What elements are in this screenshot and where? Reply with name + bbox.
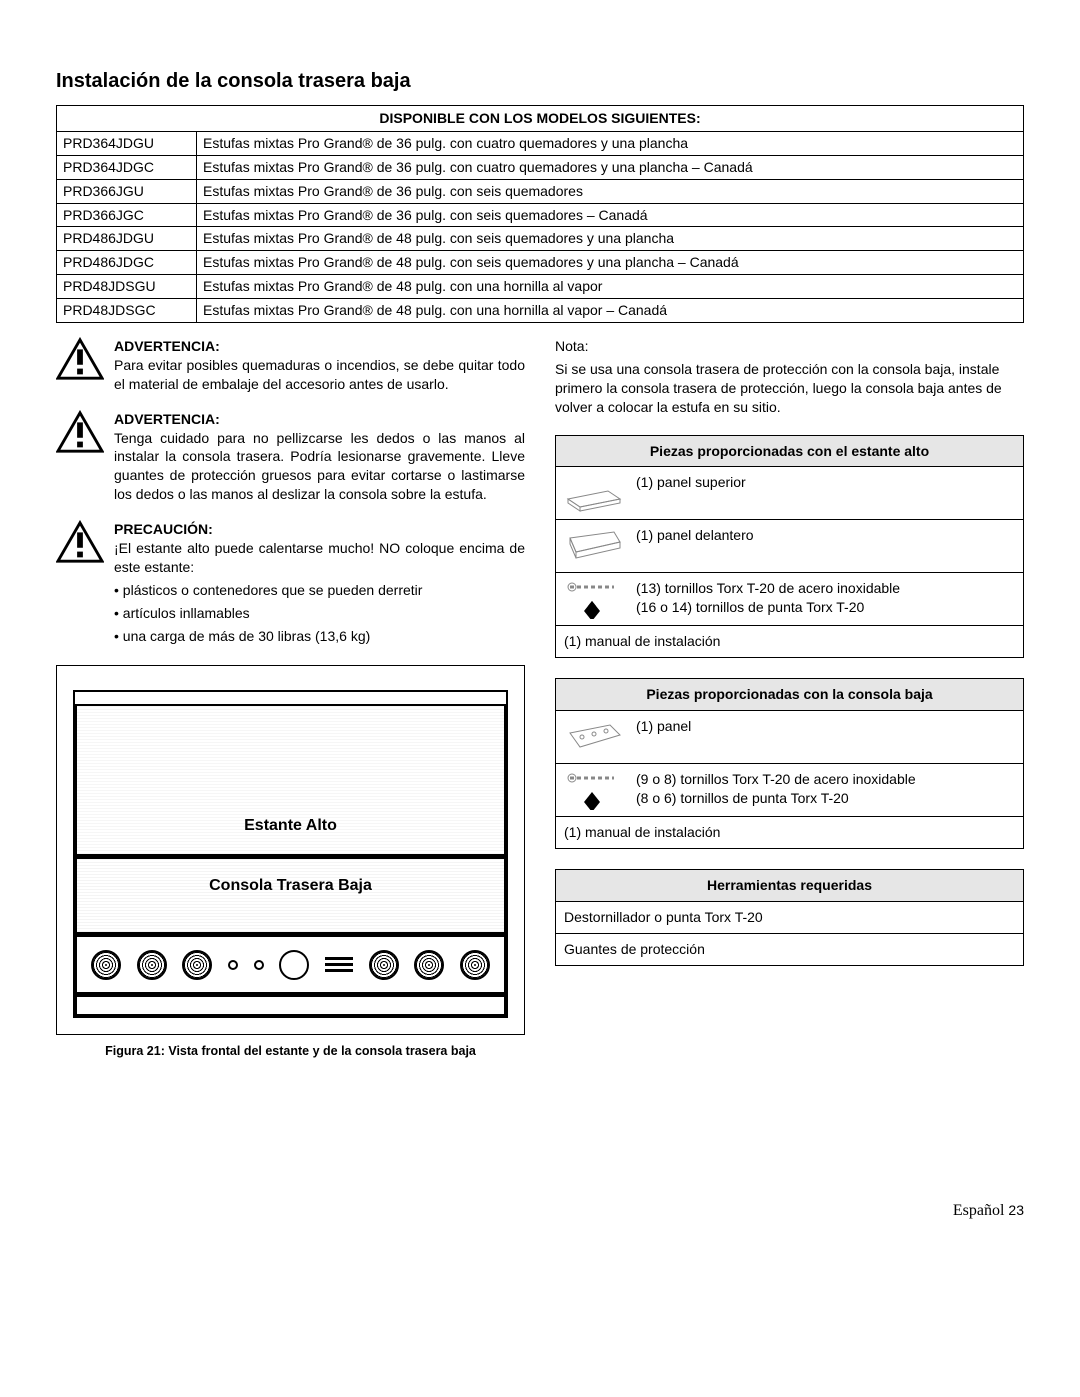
model-desc: Estufas mixtas Pro Grand® de 36 pulg. co… <box>197 203 1024 227</box>
warning-icon <box>56 337 104 381</box>
panel-icon <box>564 717 624 757</box>
model-desc: Estufas mixtas Pro Grand® de 48 pulg. co… <box>197 251 1024 275</box>
nota-text: Si se usa una consola trasera de protecc… <box>555 360 1024 417</box>
model-desc: Estufas mixtas Pro Grand® de 36 pulg. co… <box>197 131 1024 155</box>
screws-icon <box>564 579 624 619</box>
footer-page: 23 <box>1008 1202 1024 1218</box>
caution-bullet: una carga de más de 30 libras (13,6 kg) <box>114 627 525 646</box>
screws-icon <box>564 770 624 810</box>
warning-1-head: ADVERTENCIA: <box>114 337 525 356</box>
parts-low-table: Piezas proporcionadas con la consola baj… <box>555 678 1024 849</box>
caution-bullets: plásticos o contenedores que se pueden d… <box>114 581 525 646</box>
nota-label: Nota: <box>555 337 1024 356</box>
tools-header: Herramientas requeridas <box>556 870 1024 902</box>
page-footer: Español 23 <box>56 1200 1024 1222</box>
model-desc: Estufas mixtas Pro Grand® de 36 pulg. co… <box>197 179 1024 203</box>
models-table: DISPONIBLE CON LOS MODELOS SIGUIENTES: P… <box>56 105 1024 323</box>
part-text: (1) manual de instalación <box>564 632 1015 651</box>
model-code: PRD364JDGC <box>57 155 197 179</box>
tool-item: Guantes de protección <box>556 933 1024 965</box>
figure-box: Estante Alto Consola Trasera Baja <box>56 665 525 1035</box>
part-text: (9 o 8) tornillos Torx T-20 de acero ino… <box>636 770 1015 808</box>
model-code: PRD364JDGU <box>57 131 197 155</box>
part-text: (1) panel delantero <box>636 526 1015 545</box>
figure-label-low: Consola Trasera Baja <box>77 875 504 897</box>
part-text: (1) manual de instalación <box>564 823 1015 842</box>
model-code: PRD366JGC <box>57 203 197 227</box>
parts-high-header: Piezas proporcionadas con el estante alt… <box>556 435 1024 467</box>
model-code: PRD366JGU <box>57 179 197 203</box>
right-column: Nota: Si se usa una consola trasera de p… <box>555 337 1024 986</box>
part-text: (1) panel superior <box>636 473 1015 492</box>
warning-2: ADVERTENCIA: Tenga cuidado para no pelli… <box>56 410 525 504</box>
caution-bullet: artículos inllamables <box>114 604 525 623</box>
model-desc: Estufas mixtas Pro Grand® de 48 pulg. co… <box>197 299 1024 323</box>
part-text: (13) tornillos Torx T-20 de acero inoxid… <box>636 579 1015 617</box>
model-desc: Estufas mixtas Pro Grand® de 48 pulg. co… <box>197 275 1024 299</box>
caution-head: PRECAUCIÓN: <box>114 520 525 539</box>
models-header: DISPONIBLE CON LOS MODELOS SIGUIENTES: <box>57 106 1024 132</box>
panel-top-icon <box>564 473 624 513</box>
model-code: PRD486JDGU <box>57 227 197 251</box>
part-text: (1) panel <box>636 717 1015 736</box>
caution-body: ¡El estante alto puede calentarse mucho!… <box>114 539 525 577</box>
warning-2-body: Tenga cuidado para no pellizcarse les de… <box>114 429 525 505</box>
figure-label-high: Estante Alto <box>77 815 504 837</box>
warning-icon <box>56 410 104 454</box>
warning-1: ADVERTENCIA: Para evitar posibles quemad… <box>56 337 525 394</box>
knob-row <box>75 934 506 994</box>
panel-front-icon <box>564 526 624 566</box>
caution-bullet: plásticos o contenedores que se pueden d… <box>114 581 525 600</box>
parts-high-table: Piezas proporcionadas con el estante alt… <box>555 435 1024 659</box>
warning-2-head: ADVERTENCIA: <box>114 410 525 429</box>
left-column: ADVERTENCIA: Para evitar posibles quemad… <box>56 337 525 1060</box>
warning-icon <box>56 520 104 564</box>
model-code: PRD48JDSGU <box>57 275 197 299</box>
footer-lang: Español <box>953 1202 1005 1219</box>
model-code: PRD48JDSGC <box>57 299 197 323</box>
model-desc: Estufas mixtas Pro Grand® de 48 pulg. co… <box>197 227 1024 251</box>
model-code: PRD486JDGC <box>57 251 197 275</box>
caution: PRECAUCIÓN: ¡El estante alto puede calen… <box>56 520 525 649</box>
tools-table: Herramientas requeridas Destornillador o… <box>555 869 1024 966</box>
warning-1-body: Para evitar posibles quemaduras o incend… <box>114 356 525 394</box>
figure-caption: Figura 21: Vista frontal del estante y d… <box>56 1043 525 1059</box>
parts-low-header: Piezas proporcionadas con la consola baj… <box>556 679 1024 711</box>
page-title: Instalación de la consola trasera baja <box>56 68 1024 95</box>
tool-item: Destornillador o punta Torx T-20 <box>556 902 1024 934</box>
model-desc: Estufas mixtas Pro Grand® de 36 pulg. co… <box>197 155 1024 179</box>
